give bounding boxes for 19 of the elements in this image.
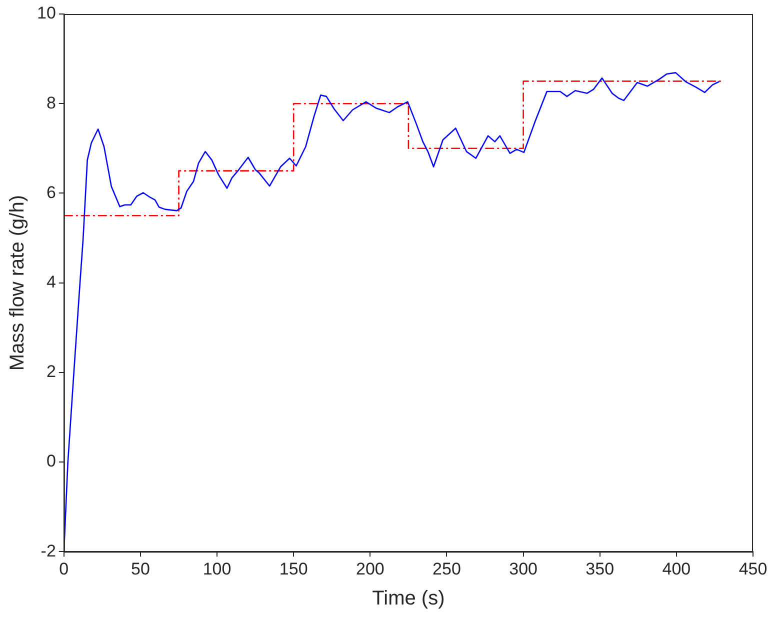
x-tick-label: 400 [662,559,691,578]
x-tick-label: 50 [131,559,150,578]
y-tick-label: 2 [46,362,56,382]
y-tick-label: 6 [46,182,56,202]
x-tick-label: 200 [356,559,384,578]
x-tick-label: 100 [202,559,232,578]
x-tick-label: 350 [586,559,614,578]
x-tick-label: 300 [509,559,538,578]
y-tick-label: 4 [46,272,56,292]
x-tick-label: 450 [738,559,768,578]
x-tick-label: 150 [279,559,308,578]
x-tick-label: 250 [432,559,461,578]
y-tick-label: 8 [46,93,56,112]
y-axis-title: Mass flow rate (g/h) [6,194,29,371]
y-tick-label: 10 [36,4,56,23]
x-axis-title: Time (s) [372,588,445,610]
y-tick-label: -2 [40,541,56,560]
x-tick-label: 0 [59,559,69,578]
y-tick-label: 0 [46,452,56,471]
